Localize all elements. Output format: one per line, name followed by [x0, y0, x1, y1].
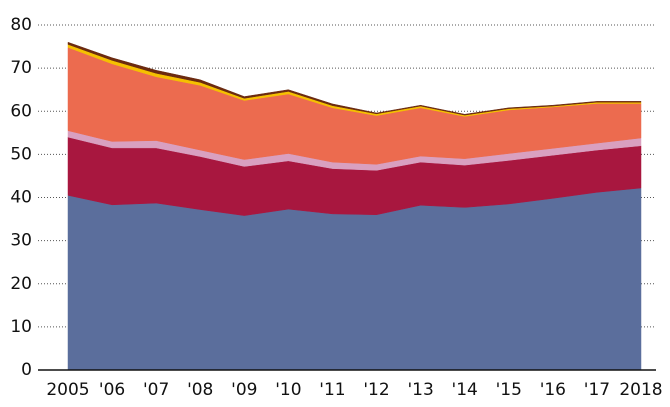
x-tick-label: '09: [231, 380, 257, 400]
y-tick-label: 20: [10, 274, 32, 294]
x-tick-label: '16: [540, 380, 566, 400]
y-tick-label: 40: [10, 188, 32, 208]
x-tick-label: 2005: [46, 380, 89, 400]
y-tick-label: 50: [10, 144, 32, 164]
x-tick-label: '14: [452, 380, 478, 400]
y-tick-label: 0: [21, 360, 32, 380]
area: [67, 187, 642, 371]
y-tick-label: 80: [10, 15, 32, 35]
x-tick-label: '07: [143, 380, 169, 400]
x-tick-label: '17: [584, 380, 610, 400]
y-tick-label: 70: [10, 58, 32, 78]
x-tick-label: '10: [275, 380, 301, 400]
x-tick-label: '12: [363, 380, 389, 400]
x-tick-label: 2018: [619, 380, 662, 400]
x-tick-label: '13: [407, 380, 433, 400]
y-tick-label: 30: [10, 231, 32, 251]
x-tick-label: '06: [99, 380, 125, 400]
x-tick-label: '08: [187, 380, 213, 400]
x-tick-label: '11: [319, 380, 345, 400]
y-tick-label: 60: [10, 101, 32, 121]
area: [67, 41, 642, 116]
x-tick-label: '15: [496, 380, 522, 400]
y-tick-label: 10: [10, 317, 32, 337]
